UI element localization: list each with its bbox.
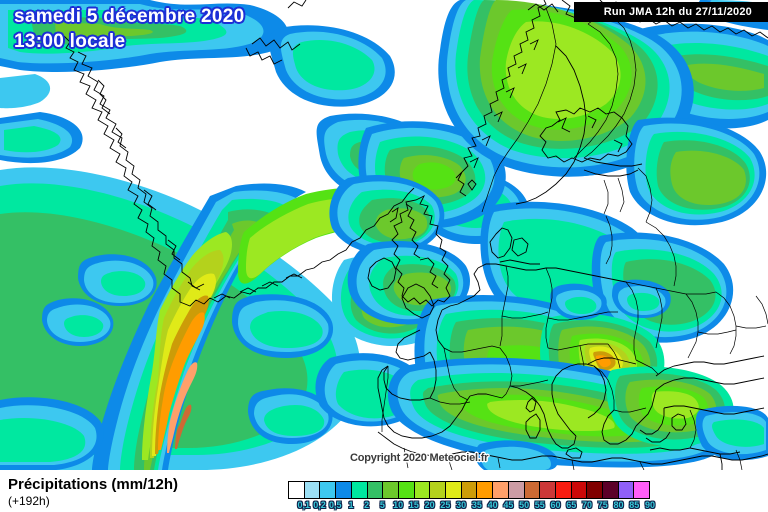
- parameter-name-label: Précipitations (mm/12h): [8, 476, 179, 493]
- colorbar-tick: 15: [408, 500, 419, 510]
- colorbar-cell: [367, 482, 384, 498]
- colorbar-tick: 1: [348, 500, 354, 510]
- colorbar-tick: 45: [503, 500, 514, 510]
- coastlines-layer: [63, 0, 768, 470]
- colorbar-tick: 0,2: [313, 500, 326, 510]
- precipitation-colorbar[interactable]: 0,1 0,2 0,5 1 2 5 10 15 20 25 30 35 40 45 50 55 60 65 70 75…: [288, 481, 655, 512]
- colorbar-cell: [336, 482, 352, 498]
- colorbar-tick: 60: [550, 500, 561, 510]
- colorbar-tick: 75: [597, 500, 608, 510]
- colorbar-cell: [430, 482, 447, 498]
- colorbar-tick: 90: [644, 500, 656, 510]
- colorbar-tick-labels: 0,1 0,2 0,5 1 2 5 10 15 20 25 30 35 40 45 50 55 60 65 70 75…: [288, 500, 655, 512]
- colorbar-tick: 50: [519, 500, 530, 510]
- colorbar-tick: 55: [534, 500, 545, 510]
- colorbar-cell: [383, 482, 399, 498]
- colorbar-tick: 0,5: [328, 500, 342, 510]
- precip-cells-eastern-europe: [475, 279, 671, 470]
- forecast-hour-label: (+192h): [8, 494, 50, 508]
- colorbar-cell: [461, 482, 478, 498]
- model-run-label: Run JMA 12h du 27/11/2020: [573, 2, 768, 22]
- colorbar-cell: [320, 482, 337, 498]
- colorbar-cell: [540, 482, 556, 498]
- colorbar-cell: [398, 482, 415, 498]
- colorbar-tick: 30: [456, 500, 467, 510]
- colorbar-cell: [304, 482, 321, 498]
- colorbar-cell: [289, 482, 305, 498]
- colorbar-tick: 40: [487, 500, 498, 510]
- precip-cells-atlantic: [0, 254, 334, 470]
- colorbar-cell: [446, 482, 462, 498]
- map-canvas: [0, 0, 768, 470]
- colorbar-cell: [603, 482, 619, 498]
- colorbar-cell: [414, 482, 431, 498]
- colorbar-cell: [571, 482, 588, 498]
- colorbar-swatches: [288, 481, 650, 499]
- colorbar-tick: 0,1: [297, 500, 310, 510]
- colorbar-cell: [587, 482, 604, 498]
- colorbar-tick: 35: [471, 500, 482, 510]
- colorbar-tick: 70: [582, 500, 593, 510]
- colorbar-tick: 65: [566, 500, 577, 510]
- colorbar-tick: 20: [424, 500, 435, 510]
- precip-area-mediterranean: [387, 357, 768, 468]
- colorbar-tick: 85: [629, 500, 640, 510]
- precip-area-greenland: [0, 0, 289, 164]
- precipitation-map[interactable]: samedi 5 décembre 2020 13:00 locale Run …: [0, 0, 768, 470]
- colorbar-cell: [477, 482, 494, 498]
- colorbar-tick: 25: [440, 500, 451, 510]
- colorbar-cell: [555, 482, 572, 498]
- colorbar-tick: 2: [364, 500, 370, 510]
- colorbar-tick: 80: [613, 500, 624, 510]
- colorbar-tick: 5: [379, 500, 385, 510]
- colorbar-cell: [493, 482, 509, 498]
- colorbar-cell: [524, 482, 541, 498]
- colorbar-cell: [618, 482, 635, 498]
- precipitation-field: [0, 0, 768, 470]
- parameter-label-block: Précipitations (mm/12h) (+192h): [8, 476, 178, 509]
- colorbar-tick: 10: [393, 500, 404, 510]
- precip-area-scandinavia: [438, 0, 767, 226]
- colorbar-cell: [351, 482, 368, 498]
- copyright-label: Copyright 2020 Meteociel.fr: [350, 452, 489, 464]
- colorbar-cell: [634, 482, 650, 498]
- colorbar-cell: [508, 482, 525, 498]
